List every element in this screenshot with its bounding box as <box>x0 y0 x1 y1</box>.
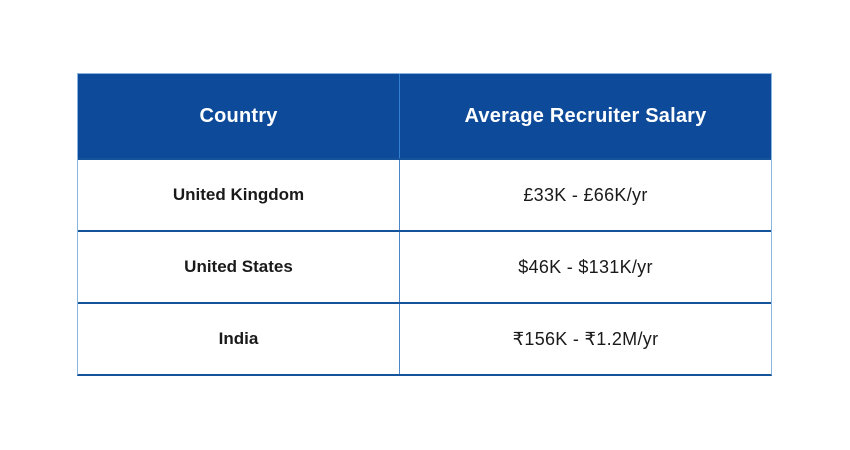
table-header-row: Country Average Recruiter Salary <box>78 74 771 158</box>
table-row: United States $46K - $131K/yr <box>78 230 771 302</box>
country-cell: United States <box>78 232 400 302</box>
salary-cell: ₹156K - ₹1.2M/yr <box>512 328 659 349</box>
country-cell: United Kingdom <box>78 160 400 230</box>
recruiter-salary-table: Country Average Recruiter Salary United … <box>77 73 772 376</box>
header-cell-salary: Average Recruiter Salary <box>464 104 707 127</box>
salary-cell: £33K - £66K/yr <box>523 184 648 205</box>
salary-cell: $46K - $131K/yr <box>518 256 653 277</box>
table-row: United Kingdom £33K - £66K/yr <box>78 158 771 230</box>
table-row: India ₹156K - ₹1.2M/yr <box>78 302 771 374</box>
header-cell-country: Country <box>78 74 400 158</box>
country-cell: India <box>78 304 400 374</box>
